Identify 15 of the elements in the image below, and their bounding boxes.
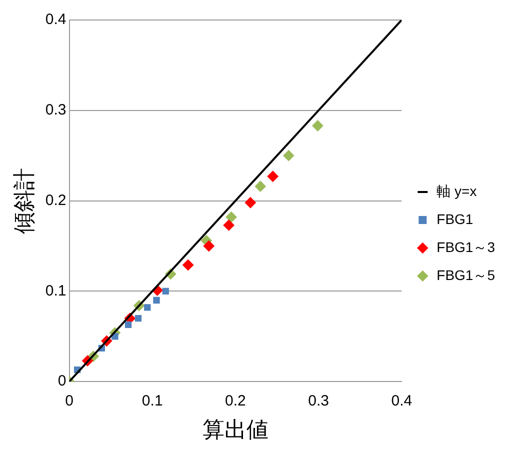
y-tick-label: 0.1 [45,282,66,300]
legend-label: FBG1 [436,210,474,227]
y-tick-label: 0.4 [45,11,66,28]
y-axis-title: 傾斜計 [11,168,36,234]
y-tick-label: 0.2 [45,192,66,209]
y-tick-label: 0 [58,372,66,390]
legend-label: FBG1～5 [436,266,496,283]
y-tick-label: 0.3 [45,102,66,119]
x-tick-label: 0.1 [142,392,163,410]
x-tick-label: 0.3 [308,392,329,410]
legend-label: FBG1～3 [436,238,496,255]
x-tick-label: 0.4 [391,392,412,410]
legend-label: 軸 y=x [436,182,477,199]
x-tick-label: 0.2 [225,392,246,410]
x-axis-title: 算出値 [202,416,268,442]
